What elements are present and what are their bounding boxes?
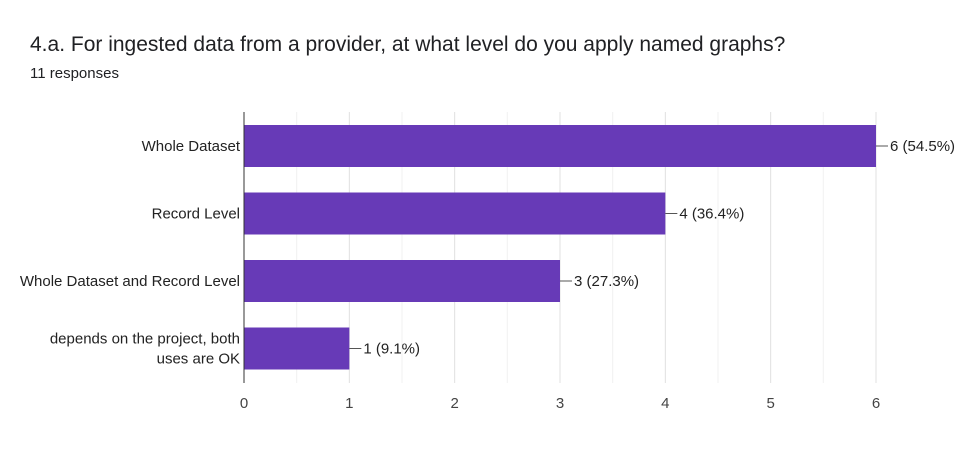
category-label: depends on the project, both uses are OK	[50, 331, 240, 368]
category-label: Record Level	[152, 206, 240, 223]
category-label: Whole Dataset	[142, 138, 241, 155]
data-label: 1 (9.1%)	[363, 341, 420, 358]
category-label-line: Whole Dataset	[142, 138, 241, 155]
x-tick-label: 5	[766, 395, 774, 412]
x-tick-label: 1	[345, 395, 353, 412]
x-tick-label: 3	[556, 395, 564, 412]
chart-title: 4.a. For ingested data from a provider, …	[30, 33, 786, 56]
category-label-line: uses are OK	[157, 351, 240, 368]
bar[interactable]	[244, 192, 666, 235]
data-label: 4 (36.4%)	[679, 206, 744, 223]
x-tick-label: 4	[661, 395, 669, 412]
category-label-line: depends on the project, both	[50, 331, 240, 348]
bar[interactable]	[244, 260, 560, 302]
category-label-line: Record Level	[152, 206, 240, 223]
category-label: Whole Dataset and Record Level	[20, 273, 240, 290]
bar[interactable]	[244, 327, 350, 370]
x-tick-label: 2	[450, 395, 458, 412]
category-labels: Whole Dataset Record Level Whole Dataset a…	[20, 138, 241, 368]
bar[interactable]	[244, 125, 876, 167]
data-label: 3 (27.3%)	[574, 273, 639, 290]
x-tick-label: 6	[872, 395, 880, 412]
data-label: 6 (54.5%)	[890, 138, 955, 155]
x-tick-label: 0	[240, 395, 248, 412]
category-label-line: Whole Dataset and Record Level	[20, 273, 240, 290]
x-tick-labels: 0 1 2 3 4 5 6	[240, 395, 880, 412]
response-count: 11 responses	[30, 65, 119, 82]
bars	[244, 125, 876, 370]
data-labels: 6 (54.5%) 4 (36.4%) 3 (27.3%) 1 (9.1%)	[349, 138, 955, 358]
